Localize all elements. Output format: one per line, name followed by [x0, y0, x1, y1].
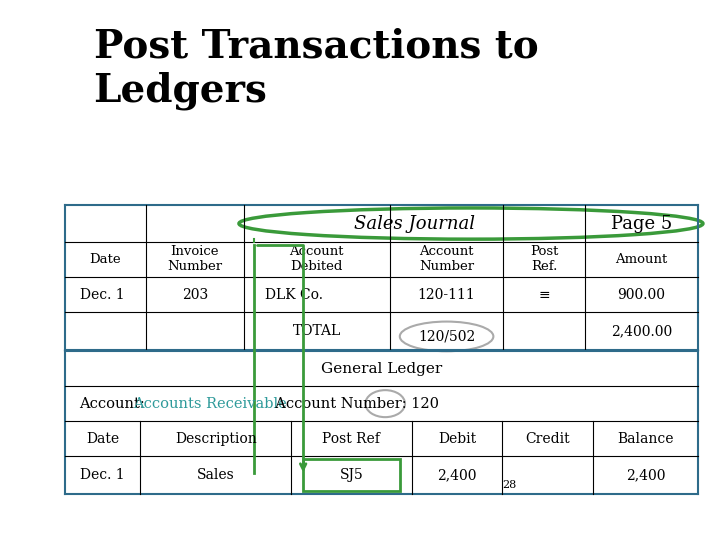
Text: 2,400: 2,400	[626, 468, 665, 482]
Text: Debit: Debit	[438, 432, 476, 445]
Text: ≡: ≡	[539, 288, 550, 301]
Text: Post Transactions to
Ledgers: Post Transactions to Ledgers	[94, 27, 539, 110]
Text: Credit: Credit	[525, 432, 570, 445]
Text: TOTAL: TOTAL	[292, 324, 341, 338]
Text: Account
Debited: Account Debited	[289, 246, 344, 273]
Text: 900.00: 900.00	[618, 288, 665, 301]
Text: Page 5: Page 5	[611, 214, 672, 233]
Text: 28: 28	[503, 480, 517, 490]
Text: 2,400.00: 2,400.00	[611, 324, 672, 338]
Text: Dec. 1: Dec. 1	[80, 288, 125, 301]
Text: 120/502: 120/502	[418, 329, 475, 343]
Text: Post
Ref.: Post Ref.	[530, 246, 558, 273]
Text: Amount: Amount	[616, 253, 667, 266]
Text: 2,400: 2,400	[437, 468, 477, 482]
Text: Sales: Sales	[197, 468, 235, 482]
Text: Post Ref: Post Ref	[323, 432, 380, 445]
Text: Dec. 1: Dec. 1	[80, 468, 125, 482]
Text: DLK Co.: DLK Co.	[266, 288, 323, 301]
Text: Account:: Account:	[79, 397, 150, 410]
Text: Description: Description	[175, 432, 256, 445]
Text: Sales Journal: Sales Journal	[354, 214, 474, 233]
Text: Accounts Receivable: Accounts Receivable	[133, 397, 287, 410]
Text: Account
Number: Account Number	[419, 246, 474, 273]
Text: Account Number: 120: Account Number: 120	[266, 397, 439, 410]
Text: General Ledger: General Ledger	[321, 362, 442, 375]
Text: 120-111: 120-111	[418, 288, 475, 301]
Text: Date: Date	[89, 253, 121, 266]
Text: 203: 203	[181, 288, 208, 301]
Text: Invoice
Number: Invoice Number	[167, 246, 222, 273]
Text: Date: Date	[86, 432, 119, 445]
Text: Balance: Balance	[617, 432, 674, 445]
Text: SJ5: SJ5	[340, 468, 364, 482]
